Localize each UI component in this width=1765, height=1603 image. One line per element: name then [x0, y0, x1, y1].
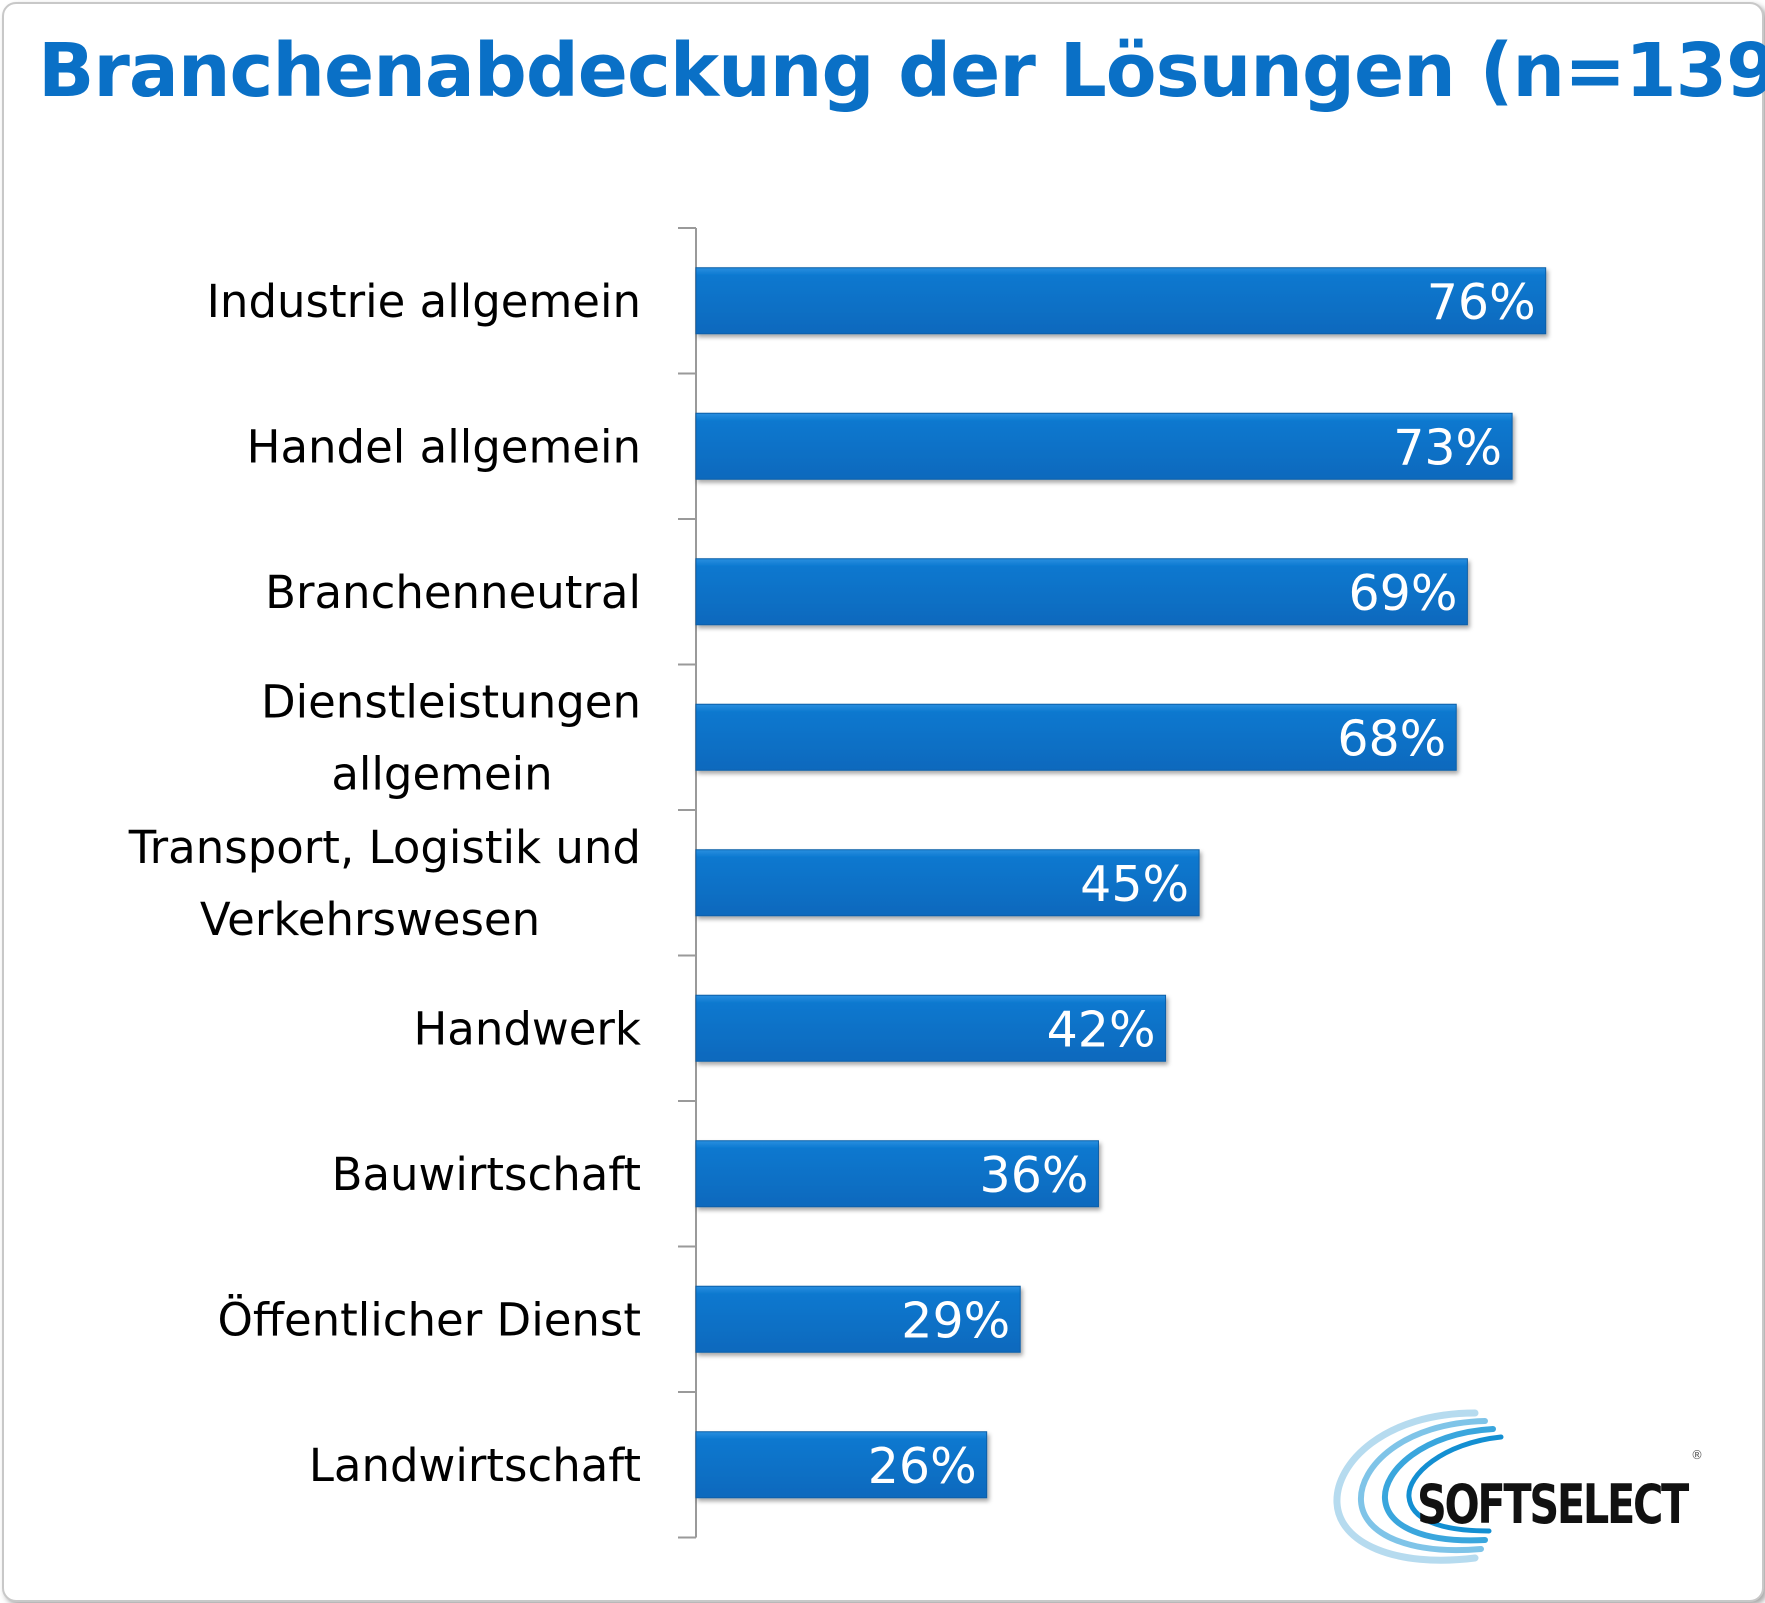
category-label: Öffentlicher Dienst	[218, 1293, 641, 1346]
logo-text: SOFTSELECT	[1417, 1473, 1689, 1536]
bar	[695, 994, 1167, 1062]
bar	[695, 1431, 988, 1499]
category-label: Verkehrswesen	[200, 893, 540, 946]
category-label: Branchenneutral	[265, 566, 641, 619]
category-label: Landwirtschaft	[309, 1439, 641, 1492]
data-label: 29%	[901, 1292, 1010, 1349]
bar	[695, 849, 1200, 917]
data-label: 68%	[1337, 710, 1446, 767]
data-label: 36%	[980, 1147, 1089, 1204]
data-label: 76%	[1427, 274, 1536, 331]
bar	[695, 412, 1513, 480]
data-label: 73%	[1393, 419, 1502, 476]
category-label: Transport, Logistik und	[128, 821, 641, 874]
category-label: Bauwirtschaft	[332, 1148, 641, 1201]
category-label: Handel allgemein	[247, 420, 641, 473]
data-label: 42%	[1047, 1001, 1156, 1058]
bar	[695, 1140, 1099, 1208]
data-label: 26%	[868, 1438, 977, 1495]
category-label: Handwerk	[413, 1002, 641, 1055]
category-label: Industrie allgemein	[207, 275, 641, 328]
bar	[695, 267, 1547, 335]
softselect-logo: SOFTSELECT ®	[1333, 1409, 1703, 1564]
chart-title: Branchenabdeckung der Lösungen (n=139)	[38, 28, 1765, 114]
category-label: Dienstleistungen	[261, 675, 641, 728]
bar	[695, 558, 1468, 626]
bar	[695, 703, 1457, 771]
registered-mark: ®	[1691, 1448, 1703, 1462]
category-label: allgemein	[331, 747, 552, 800]
data-label: 69%	[1348, 565, 1457, 622]
data-label: 45%	[1080, 856, 1189, 913]
bar	[695, 1285, 1021, 1353]
